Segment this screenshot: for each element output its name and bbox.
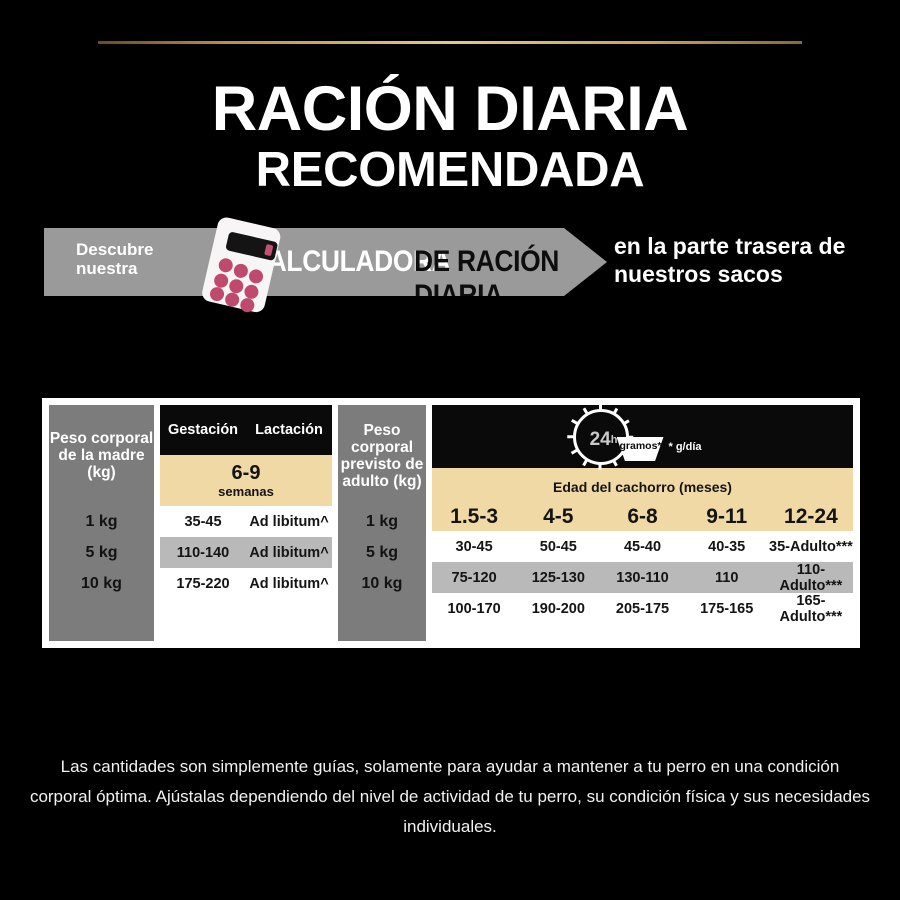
cell-puppy: 100-170 [447, 600, 501, 617]
calculator-banner-arrow: Descubre nuestra CALCULADORA DE RACIÓN D… [44, 228, 607, 296]
disclaimer-text: Las cantidades son simplemente guías, so… [29, 757, 871, 836]
lactacion-header-label: Lactación [255, 422, 323, 438]
clock-label: 24 h [576, 412, 632, 468]
clock-hours-unit: h [610, 434, 618, 446]
gday-note: * g/día [668, 441, 702, 453]
gestacion-header-label: Gestación [167, 422, 239, 438]
table-row: 5 kg [365, 543, 398, 561]
food-bowl-icon [616, 437, 664, 461]
gestation-lactation-header: Gestación Lactación [160, 405, 332, 455]
cell-puppy: 175-165 [700, 600, 754, 617]
cell-puppy: 130-110 [616, 569, 669, 586]
table-row: 10 kg [81, 574, 122, 592]
calculator-key [232, 262, 250, 280]
cell-puppy: 205-175 [615, 600, 670, 617]
headline-line-1: RACIÓN DIARIA [211, 74, 689, 144]
cell-puppy: 40-35 [708, 538, 746, 555]
calculator-key [208, 285, 226, 303]
gestation-weeks-band: 6-9 semanas [160, 455, 332, 506]
cell-puppy: 75-120 [451, 569, 497, 586]
table-row: 1 kg [365, 512, 398, 530]
column-adult-weight: Peso corporal previsto de adulto (kg) 1 … [338, 405, 426, 641]
cell-gestacion: 35-45 [184, 513, 222, 530]
calculator-key [217, 256, 235, 274]
clock-bowl-group: 24 h gramos* * g/día [557, 404, 732, 470]
table-row: 1 kg [85, 512, 118, 530]
banner-calculadora-label: CALCULADORA [249, 245, 451, 278]
puppy-age-col: 12-24 [784, 505, 838, 528]
puppy-age-col: 9-11 [706, 505, 748, 528]
table-row: 175-220 Ad libitum^ [160, 568, 332, 599]
calculator-key [247, 268, 265, 285]
clock-hours-value: 24 [589, 429, 611, 450]
mother-weight-header: Peso corporal de la madre (kg) [49, 430, 154, 481]
puppy-age-col: 4-5 [543, 505, 574, 528]
cell-puppy: 35-Adulto*** [769, 538, 853, 555]
table-row: 35-45 Ad libitum^ [160, 506, 332, 537]
headline-line-2: RECOMENDADA [255, 143, 645, 197]
calculator-key [238, 296, 256, 314]
calculator-body [200, 215, 283, 314]
feeding-table: Peso corporal de la madre (kg) 1 kg 5 kg… [42, 398, 860, 648]
column-mother-weight: Peso corporal de la madre (kg) 1 kg 5 kg… [49, 405, 154, 641]
banner-right-text: en la parte trasera de nuestros sacos [614, 233, 846, 287]
calculator-icon [193, 209, 291, 324]
table-row: 30-45 50-45 45-40 40-35 35-Adulto*** [432, 531, 853, 562]
cell-puppy: 30-45 [455, 538, 493, 555]
table-row: 10 kg [361, 574, 403, 592]
cell-gestacion: 110-140 [176, 544, 230, 561]
weeks-value: 6-9 [231, 461, 261, 484]
puppy-age-header: Edad del cachorro (meses) [432, 468, 853, 506]
adult-weight-header: Peso corporal previsto de adulto (kg) [340, 421, 424, 490]
table-row: 5 kg [85, 543, 118, 561]
cell-puppy: 125-130 [531, 569, 585, 586]
cell-puppy: 165-Adulto*** [779, 592, 843, 625]
cell-puppy: 50-45 [539, 538, 577, 555]
puppy-icon-header: 24 h gramos* * g/día [432, 404, 853, 470]
cell-lactacion: Ad libitum^ [249, 575, 329, 592]
table-row: 110-140 Ad libitum^ [160, 537, 332, 568]
puppy-age-col: 6-8 [627, 505, 658, 528]
cell-puppy: 110 [715, 569, 739, 586]
cell-lactacion: Ad libitum^ [249, 544, 329, 561]
cell-puppy: 110-Adulto*** [779, 561, 843, 594]
calculator-key [223, 291, 241, 309]
banner-racion-diaria-label: DE RACIÓN DIARIA [414, 245, 559, 312]
cell-gestacion: 175-220 [176, 575, 230, 592]
calculator-screen-dot [264, 243, 274, 257]
puppy-age-col: 1.5-3 [450, 505, 499, 528]
calculator-banner: Descubre nuestra CALCULADORA DE RACIÓN D… [44, 215, 856, 314]
cell-lactacion: Ad libitum^ [249, 513, 329, 530]
column-puppy-feeding: 24 h gramos* * g/día Edad del cachorro (m… [432, 404, 853, 641]
gold-divider-rule [98, 41, 802, 44]
table-row: 100-170 190-200 205-175 175-165 165-Adul… [432, 592, 853, 625]
puppy-age-columns: 1.5-3 4-5 6-8 9-11 12-24 [432, 506, 853, 531]
weeks-unit: semanas [218, 483, 274, 499]
page-title: RACIÓN DIARIA RECOMENDADA [0, 78, 900, 200]
cell-puppy: 45-40 [623, 538, 662, 555]
calculator-screen [225, 231, 279, 262]
table-row: 75-120 125-130 130-110 110 110-Adulto*** [432, 561, 853, 594]
bowl-grams-label: gramos* [619, 440, 662, 452]
banner-descubre-label: Descubre nuestra [76, 240, 154, 278]
column-gestation-lactation: Gestación Lactación 6-9 semanas 35-45 Ad… [160, 405, 332, 641]
cell-puppy: 190-200 [531, 600, 585, 617]
